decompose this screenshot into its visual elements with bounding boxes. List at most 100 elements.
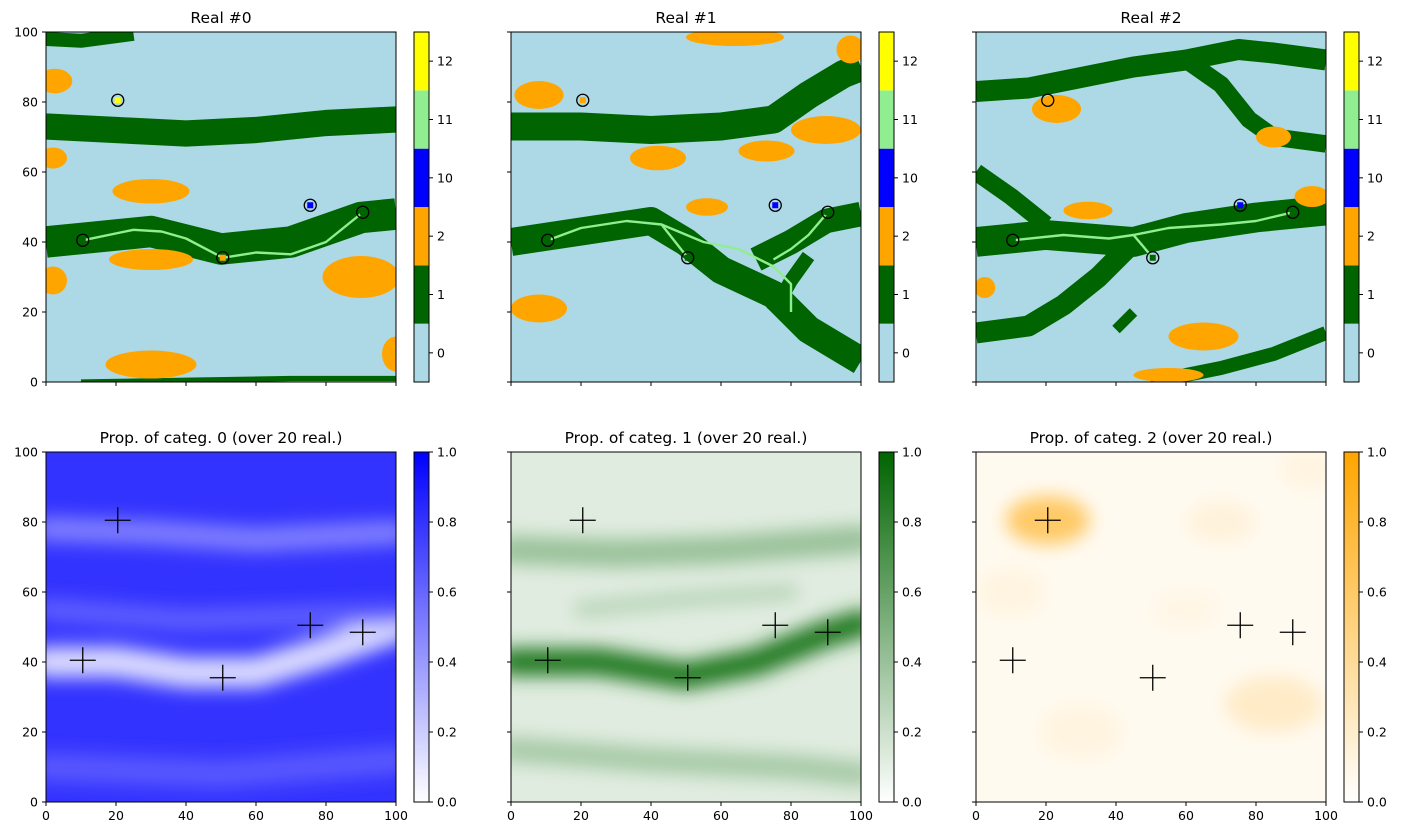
data-point-cell [79,237,86,244]
channel-2 [511,54,861,144]
channel-2 [1180,52,1326,153]
data-point-marker [576,93,590,107]
colorbar-gradient [414,452,429,802]
proportion-blob-3 [1039,704,1123,760]
colorbar-tick-label: 0.0 [902,795,922,810]
colorbar-tick-label: 0.0 [1367,795,1387,810]
colorbar-tick-label: 0 [1367,345,1375,360]
x-tick-label: 60 [713,808,729,823]
plot-area [46,32,396,382]
y-tick-label: 60 [22,585,38,600]
colorbar-tick-label: 0.2 [437,725,457,740]
colorbar-tick-label: 0.6 [437,585,457,600]
colorbar-tick-label: 2 [902,229,910,244]
colorbar-segment [414,90,429,149]
lens-6 [1133,368,1204,382]
x-tick-label: 80 [783,808,799,823]
colorbar-tick-label: 0.6 [1367,585,1387,600]
colorbar-segment [879,32,894,91]
colorbar-tick-label: 0 [902,345,910,360]
colorbar-tick-label: 1.0 [1367,445,1387,460]
proportion-feature-2 [511,737,861,787]
channel-0 [511,207,861,374]
connectivity-path-0 [547,219,689,259]
x-tick-label: 20 [1038,808,1054,823]
colorbar-segment [1344,32,1359,91]
lens-4 [686,198,728,216]
data-point-cell [359,209,366,216]
plot-area [46,452,396,802]
colorbar-segment [414,207,429,266]
lens-2 [1063,201,1113,220]
conditioning-data-cross [1227,612,1254,639]
colorbar-tick-label: 1.0 [437,445,457,460]
conditioning-data-cross [349,619,376,646]
data-point-marker [1146,251,1160,265]
data-point-cell [824,209,831,216]
colorbar-segment [879,207,894,266]
colorbar-tick-label: 11 [437,112,453,127]
x-tick-label: 0 [42,808,50,823]
lens-5 [976,277,996,298]
lens-0 [1032,95,1081,123]
conditioning-data-cross [69,647,96,674]
colorbar-gradient [1344,452,1359,802]
data-point-cell [307,202,314,209]
colorbar-tick-label: 0.2 [902,725,922,740]
proportion-feature-3 [46,746,396,788]
colorbar-segment [879,148,894,207]
proportion-blob-4 [976,567,1046,617]
x-tick-label: 0 [507,808,515,823]
channel-3 [767,251,815,316]
proportion-blob-1 [1224,676,1323,732]
colorbar-tick-label: 0.0 [437,795,457,810]
colorbar-tick-label: 1.0 [902,445,922,460]
colorbar-tick-label: 10 [902,170,918,185]
plot-area [511,452,861,802]
conditioning-data-cross [297,612,324,639]
x-tick-label: 60 [1178,808,1194,823]
x-tick-label: 20 [573,808,589,823]
panel-title: Prop. of categ. 1 (over 20 real.) [565,429,808,447]
colorbar-segment [414,323,429,382]
colorbar-gradient [879,452,894,802]
colorbar-tick-label: 0.8 [902,515,922,530]
channel-3 [80,375,396,382]
axes: 0 20 40 60 80 100 [972,451,1338,823]
colorbar-segment [879,90,894,149]
colorbar-tick-label: 2 [437,229,445,244]
map-layer [46,32,396,382]
proportion-field [976,452,1326,760]
colorbar-tick-label: 10 [1367,170,1383,185]
colorbar-segment [414,148,429,207]
lens-6 [105,350,197,379]
colorbar: 0.0 0.2 0.4 0.6 0.8 1.0 [878,445,922,810]
conditioning-data-cross [814,619,841,646]
conditioning-data-cross [1279,619,1306,646]
colorbar-segment [1344,265,1359,324]
data-point-marker [1041,93,1055,107]
data-point-marker [541,233,555,247]
y-tick-label: 20 [22,305,38,320]
channel-4 [976,234,1141,344]
data-point-marker [1233,198,1247,212]
lens-4 [1168,322,1239,351]
data-point-marker [111,93,125,107]
y-tick-label: 80 [22,515,38,530]
proportion-feature-3 [574,585,798,617]
colorbar-tick-label: 1 [437,287,445,302]
data-point-cell [579,97,586,104]
lens-1 [630,145,686,171]
panel-title: Prop. of categ. 0 (over 20 real.) [100,429,343,447]
lens-0 [514,81,564,109]
colorbar-frame [1343,31,1360,383]
axes-frame [510,451,862,803]
colorbar-frame [413,451,430,803]
conditioning-data-cross [209,664,236,691]
y-tick-label: 100 [14,445,38,460]
colorbar-frame [878,451,895,803]
data-point-cell [684,254,691,261]
axes-frame [975,451,1327,803]
x-tick-label: 80 [318,808,334,823]
